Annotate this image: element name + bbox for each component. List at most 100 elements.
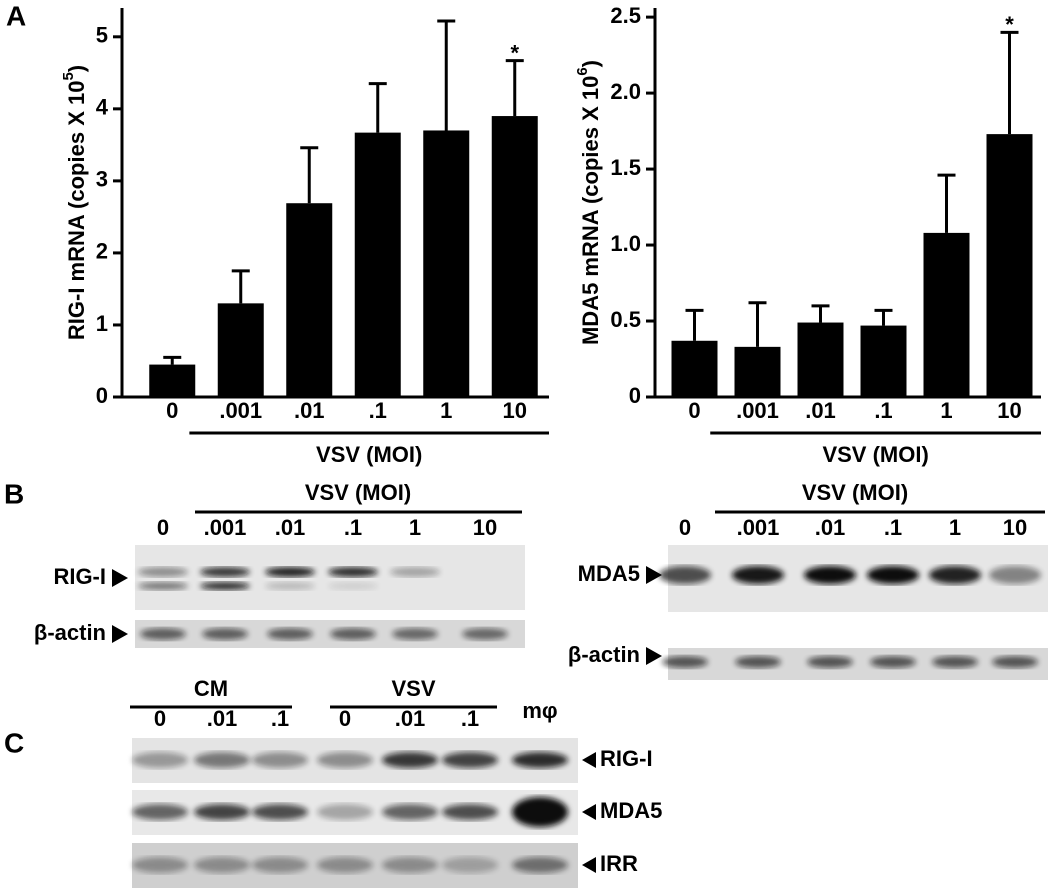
bar: [286, 203, 333, 397]
y-axis-label: MDA5 mRNA (copies X 106): [574, 60, 602, 345]
band: [202, 628, 248, 640]
band: [867, 566, 919, 584]
x-tick-label: 10: [997, 398, 1021, 423]
band: [382, 804, 438, 820]
y-tick-label: 3: [96, 167, 108, 192]
x-tick-label: 0: [166, 398, 178, 423]
y-tick-label: 1.5: [610, 155, 641, 180]
x-tick-label: .001: [219, 398, 262, 423]
band: [804, 566, 856, 584]
band: [442, 752, 498, 768]
band: [392, 628, 438, 640]
arrow: [112, 625, 128, 643]
x-tick-label: 1: [940, 398, 952, 423]
blot: [135, 545, 525, 610]
y-axis-label: RIG-I mRNA (copies X 105): [60, 65, 88, 340]
band: [267, 628, 313, 640]
lane-label: 10: [473, 515, 497, 540]
arrow: [582, 752, 596, 768]
band: [929, 566, 981, 584]
band: [328, 567, 378, 577]
bar: [423, 130, 470, 398]
x-tick-label: .001: [736, 398, 779, 423]
band: [390, 567, 440, 577]
y-axis-label-text: RIG-I mRNA (copies X 10: [64, 81, 89, 341]
y-tick-label: 4: [96, 95, 109, 120]
band: [132, 857, 188, 873]
band: [932, 656, 978, 668]
band: [194, 857, 250, 873]
panel-label: B: [4, 478, 24, 509]
band: [200, 582, 250, 590]
row-label: MDA5: [578, 561, 640, 586]
y-axis-label-exponent: 5: [60, 72, 77, 80]
band: [138, 582, 188, 590]
lane-label: 1: [949, 515, 961, 540]
row-label: MDA5: [600, 798, 662, 823]
x-tick-label: 10: [503, 398, 527, 423]
x-tick-label: .01: [805, 398, 836, 423]
band: [512, 857, 568, 873]
band: [659, 566, 711, 584]
blot-header: VSV (MOI): [305, 480, 411, 505]
lane-label: .1: [884, 515, 902, 540]
band: [194, 804, 250, 820]
band: [194, 752, 250, 768]
band: [462, 628, 508, 640]
band: [252, 857, 308, 873]
y-tick-label: 2: [96, 239, 108, 264]
band: [442, 804, 498, 820]
lane-label: .1: [461, 706, 479, 731]
band: [512, 797, 568, 827]
group-label: VSV (MOI): [822, 442, 928, 467]
y-axis-label-end: ): [578, 60, 603, 67]
y-tick-label: 0: [629, 383, 641, 408]
band: [132, 752, 188, 768]
lane-label: 10: [1003, 515, 1027, 540]
annotation: *: [1005, 12, 1014, 37]
lane-label: .01: [815, 515, 846, 540]
band: [732, 566, 784, 584]
band: [382, 752, 438, 768]
bar: [671, 340, 718, 397]
lane-label: mφ: [522, 698, 557, 723]
arrow: [582, 857, 596, 873]
x-tick-label: 1: [440, 398, 452, 423]
lane-label: .1: [344, 515, 362, 540]
band: [807, 656, 853, 668]
y-axis-label-text: MDA5 mRNA (copies X 10: [578, 76, 603, 345]
band: [265, 567, 315, 577]
blot: [668, 648, 1048, 680]
group-label: CM: [194, 676, 228, 701]
lane-label: .001: [204, 515, 247, 540]
group-label: VSV: [391, 676, 435, 701]
arrow: [582, 804, 596, 820]
bar: [860, 325, 907, 397]
band: [989, 566, 1041, 584]
band: [442, 857, 498, 873]
band: [252, 804, 308, 820]
arrow: [646, 566, 662, 584]
y-axis-label-exponent: 6: [574, 67, 591, 75]
row-label: β-actin: [568, 642, 640, 667]
band: [200, 567, 250, 577]
lane-label: .01: [395, 706, 426, 731]
blot: [668, 545, 1048, 612]
row-label: β-actin: [34, 620, 106, 645]
panel-label: A: [6, 0, 26, 31]
group-label: VSV (MOI): [316, 442, 422, 467]
band: [317, 857, 373, 873]
bar: [217, 303, 264, 397]
lane-label: .1: [271, 706, 289, 731]
bar: [149, 364, 196, 397]
arrow: [646, 647, 662, 665]
lane-label: 0: [154, 706, 166, 731]
bar: [491, 116, 538, 398]
band: [330, 628, 376, 640]
x-tick-label: 0: [688, 398, 700, 423]
band: [735, 656, 781, 668]
band: [992, 656, 1038, 668]
bar: [734, 346, 781, 397]
